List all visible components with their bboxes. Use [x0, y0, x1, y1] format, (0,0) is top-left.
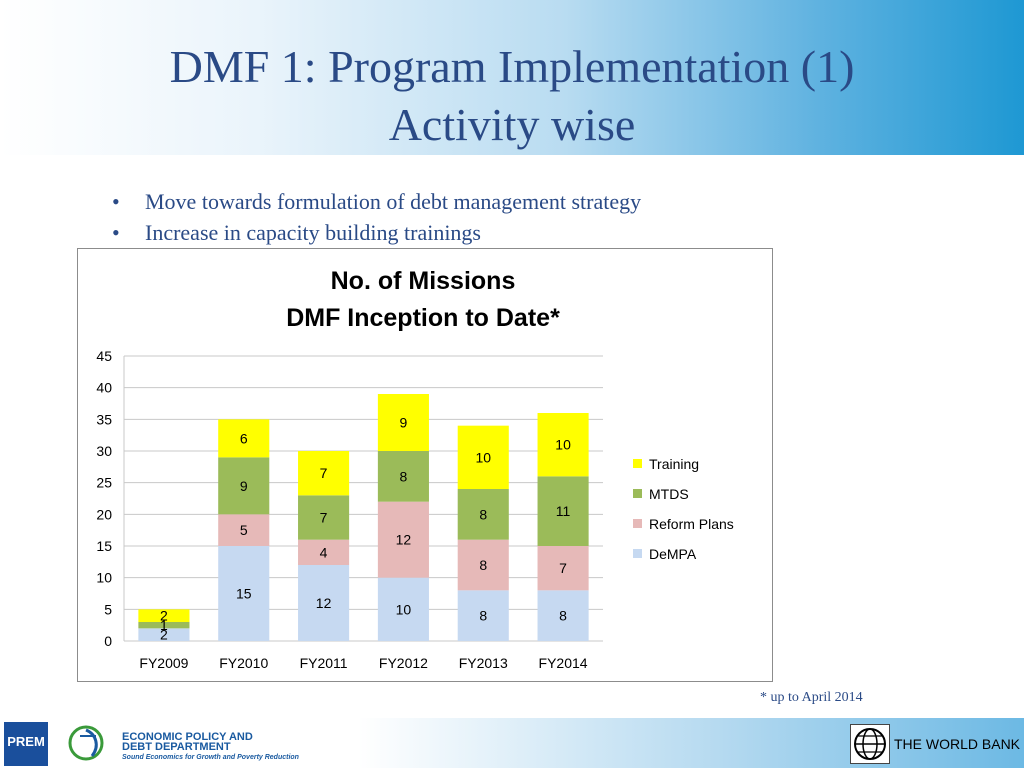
bar-value-label: 6 [240, 430, 248, 446]
bar-value-label: 10 [555, 437, 571, 453]
x-tick-label: FY2009 [139, 655, 188, 671]
legend-swatch [633, 519, 642, 528]
bar-segment [218, 419, 270, 458]
bar-group [138, 394, 589, 641]
epdd-name-line-2: DEBT DEPARTMENT [122, 741, 231, 753]
y-tick-label: 25 [96, 475, 112, 491]
bar-segment [377, 394, 429, 451]
y-tick-label: 45 [96, 348, 112, 364]
y-tick-label: 20 [96, 506, 112, 522]
bar-value-label: 10 [475, 449, 491, 465]
bar-value-label: 7 [559, 560, 567, 576]
slide-title-line-2: Activity wise [388, 99, 636, 150]
y-tick-label: 10 [96, 570, 112, 586]
slide-title-line-1: DMF 1: Program Implementation (1) [169, 41, 855, 92]
bullet-text: Increase in capacity building trainings [145, 220, 481, 245]
missions-chart: No. of Missions DMF Inception to Date* 2… [96, 267, 734, 671]
bar-segment [537, 590, 589, 641]
bar-segment [377, 577, 429, 641]
bar-value-label: 2 [160, 608, 168, 624]
epdd-text-block: ECONOMIC POLICY AND DEBT DEPARTMENT Soun… [122, 732, 299, 763]
prem-logo: PREM [4, 722, 48, 766]
world-bank-name: THE WORLD BANK [894, 736, 1021, 752]
bar-value-label: 2 [160, 627, 168, 643]
bar-segment [138, 628, 190, 641]
footnote: * up to April 2014 [760, 690, 863, 705]
bar-value-label: 8 [479, 557, 487, 573]
bar-value-label: 7 [320, 510, 328, 526]
bullet-dot-icon: • [112, 220, 120, 245]
header-band [0, 0, 1024, 155]
legend-swatch [633, 459, 642, 468]
x-tick-label: FY2011 [300, 655, 348, 671]
bullet-text: Move towards formulation of debt managem… [145, 189, 642, 214]
epdd-tagline: Sound Economics for Growth and Poverty R… [122, 754, 299, 761]
bar-value-label: 8 [559, 608, 567, 624]
bar-segment [298, 565, 350, 641]
bar-segment [218, 457, 270, 515]
x-tick-label: FY2013 [459, 655, 508, 671]
bar-segment [377, 501, 429, 578]
chart-title-line-1: No. of Missions [331, 267, 516, 295]
bar-segment [457, 539, 509, 591]
bar-value-label: 4 [320, 544, 328, 560]
legend-label: Training [649, 456, 699, 472]
y-tick-label: 5 [104, 601, 112, 617]
bar-value-label: 15 [236, 586, 252, 602]
gridlines [123, 355, 603, 642]
x-tick-label: FY2014 [539, 655, 588, 671]
legend-label: MTDS [649, 486, 689, 502]
bar-segment [138, 609, 190, 622]
bar-value-label: 8 [479, 608, 487, 624]
legend: Training MTDS Reform Plans DeMPA [633, 456, 734, 562]
bar-segment [138, 622, 190, 629]
legend-swatch [633, 549, 642, 558]
bullet-dot-icon: • [112, 189, 120, 214]
bullet-item: • Increase in capacity building trainings [112, 217, 641, 248]
x-tick-label: FY2012 [379, 655, 428, 671]
bar-segment [377, 451, 429, 502]
bar-segment [298, 539, 350, 565]
slide-title: DMF 1: Program Implementation (1) Activi… [0, 38, 1024, 154]
bar-value-label: 10 [396, 601, 412, 617]
bar-value-label: 9 [400, 415, 408, 431]
bar-value-label: 5 [240, 522, 248, 538]
bar-segment [537, 413, 589, 477]
bar-segment [457, 425, 509, 489]
bar-segment [457, 489, 509, 540]
bar-value-label: 8 [400, 468, 408, 484]
bar-value-label: 8 [479, 506, 487, 522]
epdd-name-line-1: ECONOMIC POLICY AND [122, 731, 253, 743]
y-tick-label: 40 [96, 380, 112, 396]
bar-segment [218, 546, 270, 641]
bar-value-label: 12 [396, 532, 412, 548]
bullet-list: • Move towards formulation of debt manage… [112, 186, 641, 248]
bar-segment [537, 476, 589, 546]
bar-segment [298, 451, 350, 496]
bar-value-label: 1 [160, 617, 168, 633]
bar-value-label: 7 [320, 465, 328, 481]
y-tick-label: 35 [96, 411, 112, 427]
y-tick-label: 0 [104, 633, 112, 649]
chart-frame: No. of Missions DMF Inception to Date* 2… [77, 248, 773, 682]
epdd-logo-icon [68, 725, 104, 761]
bullet-item: • Move towards formulation of debt manage… [112, 186, 641, 217]
bar-segment [537, 546, 589, 591]
bar-segment [298, 495, 350, 540]
legend-swatch [633, 489, 642, 498]
world-bank-globe-icon [850, 724, 890, 764]
bar-value-label: 11 [556, 503, 571, 519]
y-tick-label: 30 [96, 443, 112, 459]
bar-segment [218, 514, 270, 546]
x-tick-label: FY2010 [219, 655, 268, 671]
legend-label: Reform Plans [649, 516, 734, 532]
bar-value-label: 12 [316, 595, 332, 611]
legend-label: DeMPA [649, 546, 697, 562]
bar-value-label: 9 [240, 478, 248, 494]
chart-title-line-2: DMF Inception to Date* [286, 304, 560, 332]
y-tick-label: 15 [96, 538, 112, 554]
bar-segment [457, 590, 509, 641]
